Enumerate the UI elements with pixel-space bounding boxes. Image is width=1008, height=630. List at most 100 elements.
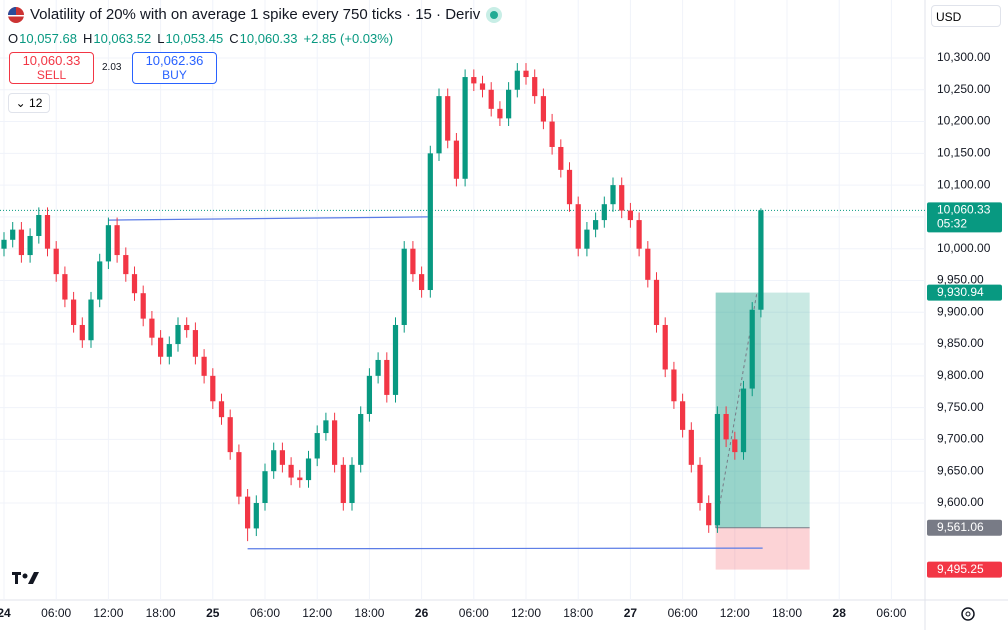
candle-body	[279, 450, 286, 465]
candle-body	[262, 471, 268, 503]
x-tick-label: 06:00	[250, 606, 280, 620]
change: +2.85 (+0.03%)	[303, 31, 394, 46]
candle-body	[366, 375, 373, 414]
candle-body	[36, 215, 42, 236]
price-label: 10,060.33	[937, 203, 991, 217]
x-tick-label: 06:00	[459, 606, 489, 620]
candle-body	[10, 229, 16, 240]
x-tick-label: 12:00	[511, 606, 541, 620]
candle-body	[523, 70, 529, 78]
y-tick-label: 9,650.00	[937, 463, 984, 477]
price-label: 9,561.06	[937, 520, 984, 534]
currency-select[interactable]: USD	[931, 5, 1001, 27]
candle-body	[401, 248, 407, 325]
ohlc-value: 10,060.33	[239, 31, 298, 46]
y-tick-label: 10,150.00	[937, 146, 991, 160]
candle-body	[427, 153, 433, 291]
plot-area	[0, 0, 925, 600]
candle-body	[253, 502, 259, 529]
price-label-box	[927, 202, 1002, 233]
candle-body	[340, 464, 346, 503]
buy-label: BUY	[162, 68, 187, 82]
candle-body	[653, 279, 660, 325]
status-dot	[490, 10, 499, 19]
candle-body	[593, 220, 599, 230]
candle-body	[627, 210, 634, 221]
candle-body	[671, 369, 677, 402]
candle-body	[201, 356, 207, 376]
price-label-box	[927, 284, 1002, 301]
y-tick-label: 9,850.00	[937, 336, 984, 350]
candle-body	[131, 274, 138, 294]
candle-body	[375, 359, 381, 376]
candle-body	[105, 225, 112, 262]
candle-body	[184, 324, 190, 331]
target-zone	[715, 292, 810, 528]
candle-body	[236, 452, 242, 497]
price-label-box	[927, 561, 1002, 578]
candle-body	[514, 70, 520, 90]
buy-price: 10,062.36	[145, 53, 204, 68]
candle-body	[697, 464, 703, 503]
settings-icon[interactable]	[961, 607, 975, 621]
sell-label: SELL	[36, 68, 67, 82]
candle-body	[166, 344, 172, 357]
candle-body	[244, 496, 251, 529]
sell-button[interactable]: 10,060.33 SELL	[9, 52, 94, 84]
y-tick-label: 9,800.00	[937, 368, 984, 382]
ohlc-key: C	[229, 31, 239, 46]
y-tick-label: 9,950.00	[937, 273, 984, 287]
x-tick-label: 12:00	[302, 606, 332, 620]
logo	[12, 572, 39, 584]
flag-icon	[8, 6, 24, 23]
candle-body	[732, 439, 738, 453]
indicators-toggle[interactable]: ⌄ 12	[8, 93, 50, 113]
candle-body	[584, 229, 590, 249]
candle-body	[740, 388, 747, 453]
candle-body	[210, 375, 216, 402]
trend-line	[247, 547, 763, 550]
x-tick-label: 24	[0, 606, 11, 620]
candle-body	[323, 420, 329, 434]
ohlc-value: 10,057.68	[19, 31, 77, 46]
candle-body	[723, 413, 729, 440]
candle-body	[749, 309, 755, 389]
candle-body	[566, 169, 573, 205]
candle-body	[297, 477, 303, 481]
indicator-count: 12	[29, 96, 43, 110]
candle-body	[445, 96, 451, 141]
x-tick-label: 27	[624, 606, 638, 620]
candle-body	[53, 248, 59, 275]
candle-body	[392, 324, 399, 395]
candle-body	[636, 220, 642, 249]
y-tick-label: 9,600.00	[937, 495, 984, 509]
symbol-title: Volatility of 20% with on average 1 spik…	[8, 6, 499, 23]
candle-body	[140, 293, 146, 319]
candle-body	[88, 299, 94, 341]
ohlc-row: O10,057.68 H10,063.52 L10,053.45 C10,060.33…	[8, 31, 393, 46]
x-tick-label: 06:00	[668, 606, 698, 620]
trend-line	[108, 216, 428, 221]
ohlc-value: 10,053.45	[165, 31, 224, 46]
candle-body	[18, 229, 25, 256]
x-tick-label: 06:00	[876, 606, 906, 620]
spread: 2.03	[102, 62, 122, 73]
candle-body	[575, 204, 581, 249]
candle-body	[453, 140, 460, 179]
ohlc-key: L	[157, 31, 165, 46]
title: Volatility of 20% with on average 1 spik…	[30, 6, 481, 23]
candle-body	[532, 77, 538, 97]
candle-body	[271, 450, 277, 472]
candle-body	[714, 413, 721, 526]
candle-body	[349, 464, 355, 503]
countdown: 05:32	[937, 217, 967, 231]
candle-body	[706, 502, 712, 526]
candle-body	[462, 77, 468, 179]
y-tick-label: 10,200.00	[937, 114, 991, 128]
candle-body	[44, 215, 51, 249]
candle-body	[645, 248, 651, 280]
buy-button[interactable]: 10,062.36 BUY	[132, 52, 217, 84]
candle-body	[331, 420, 338, 465]
candle-body	[418, 274, 425, 291]
